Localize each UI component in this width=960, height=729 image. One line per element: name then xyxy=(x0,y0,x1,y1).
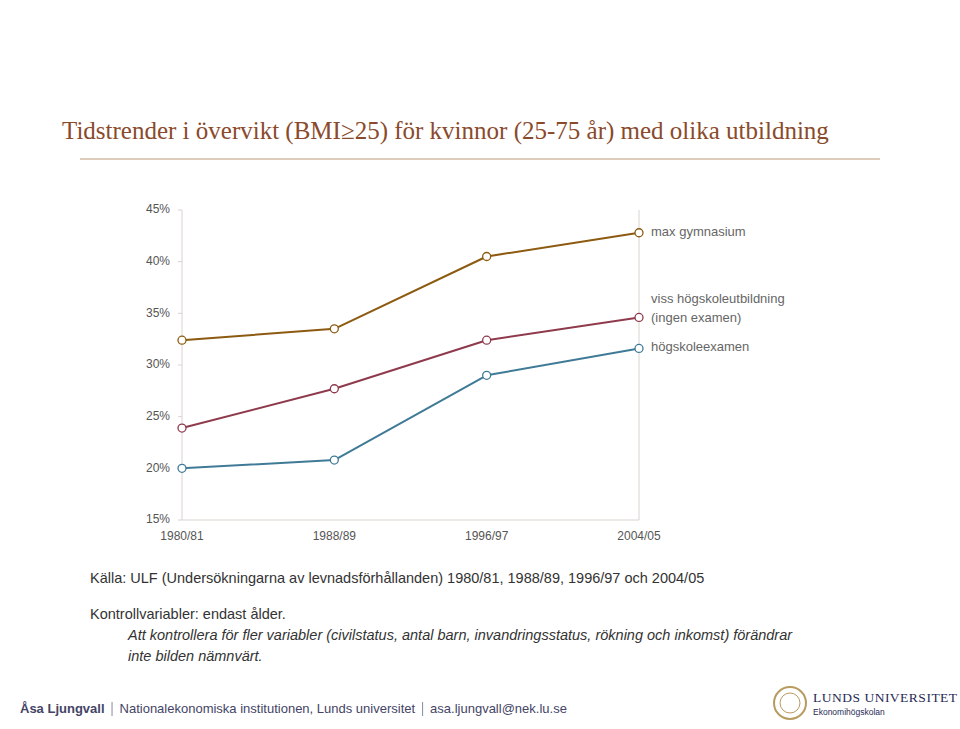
y-tick-label: 20% xyxy=(146,461,170,475)
title: Tidstrender i övervikt (BMI≥25) för kvin… xyxy=(62,117,829,145)
legend-label: högskoleexamen xyxy=(651,339,749,354)
point-marker xyxy=(635,344,643,352)
footer-separator xyxy=(112,702,113,716)
point-marker xyxy=(178,424,186,432)
point-marker xyxy=(635,313,643,321)
title-rule xyxy=(80,159,880,160)
point-marker xyxy=(483,371,491,379)
footer-part: Åsa Ljungvall xyxy=(20,701,105,716)
chart: Tidstrender i övervikt (BMI≥25) för kvin… xyxy=(0,0,960,729)
legend-line: (ingen examen) xyxy=(651,310,741,325)
point-marker xyxy=(483,253,491,261)
logo-text: LUNDS UNIVERSITET xyxy=(813,690,958,705)
series-line xyxy=(182,233,639,340)
x-tick-label: 1988/89 xyxy=(313,529,357,543)
footer-part: Nationalekonomiska institutionen, Lunds … xyxy=(120,701,416,716)
y-tick xyxy=(178,210,182,211)
y-tick xyxy=(178,313,182,314)
legend-line: viss högskoleutbildning xyxy=(651,291,785,306)
x-tick-label: 1996/97 xyxy=(465,529,509,543)
logo-subtext: Ekonomihögskolan xyxy=(813,707,885,717)
point-marker xyxy=(330,456,338,464)
footer: Åsa Ljungvall Nationalekonomiska institut… xyxy=(20,701,567,716)
y-tick xyxy=(178,520,182,521)
x-tick-label: 1980/81 xyxy=(160,529,204,543)
point-marker xyxy=(483,336,491,344)
y-tick-label: 25% xyxy=(146,409,170,423)
note-remark: Att kontrollera för fler variabler (civi… xyxy=(127,627,793,643)
source: Källa: ULF (Undersökningarna av levnadsf… xyxy=(90,570,704,586)
point-marker xyxy=(178,336,186,344)
logo-seal-inner xyxy=(780,693,800,713)
right-frame-line xyxy=(639,210,640,520)
footer-part: asa.ljungvall@nek.lu.se xyxy=(430,701,567,716)
x-axis-line xyxy=(182,520,639,521)
y-tick-label: 15% xyxy=(146,512,170,526)
y-tick-label: 35% xyxy=(146,306,170,320)
plot-area xyxy=(178,229,643,473)
point-marker xyxy=(635,229,643,237)
series-line xyxy=(182,317,639,428)
note: Kontrollvariabler: endast ålder. xyxy=(90,606,286,622)
logo-seal xyxy=(774,687,806,719)
legend-label: max gymnasium xyxy=(651,224,746,239)
note-remark: inte bilden nämnvärt. xyxy=(128,648,263,664)
point-marker xyxy=(330,385,338,393)
footer-separator xyxy=(422,702,423,716)
series-line xyxy=(182,348,639,468)
y-tick-label: 30% xyxy=(146,357,170,371)
point-marker xyxy=(178,464,186,472)
x-tick-label: 2004/05 xyxy=(617,529,661,543)
legend-label: viss högskoleutbildning (ingen examen) xyxy=(651,291,785,325)
point-marker xyxy=(330,325,338,333)
y-tick xyxy=(178,261,182,262)
y-tick xyxy=(178,416,182,417)
y-tick-label: 45% xyxy=(146,202,170,216)
y-tick xyxy=(178,365,182,366)
y-tick-label: 40% xyxy=(146,254,170,268)
